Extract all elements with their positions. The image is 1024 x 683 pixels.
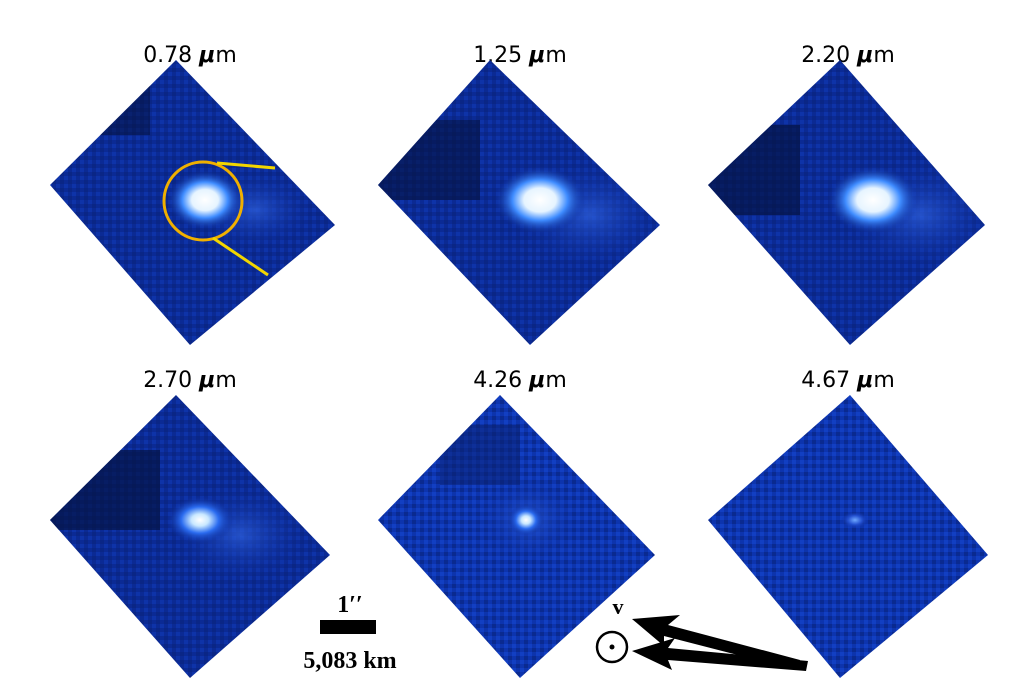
image-tile	[708, 60, 985, 345]
image-tile	[50, 395, 330, 678]
image-tile	[50, 60, 335, 345]
panel-4p26: 4.26 μm	[378, 368, 655, 678]
panel-0p78: 0.78 μm	[50, 43, 335, 345]
panel-4p67: 4.67 μm	[708, 368, 988, 678]
arrows-icon	[632, 615, 808, 671]
panel-label: 4.67 μm	[801, 368, 895, 393]
panel-label: 0.78 μm	[143, 43, 237, 68]
sun-direction-icon	[595, 630, 629, 664]
scale-bar: 1′′ 5,083 km	[303, 592, 396, 674]
panel-1p25: 1.25 μm	[378, 43, 660, 345]
scale-angle-label: 1′′	[337, 592, 363, 618]
image-tile	[378, 60, 660, 345]
zoom-callout	[162, 160, 276, 277]
panel-label: 1.25 μm	[473, 43, 567, 68]
scale-bar-rect	[320, 620, 376, 634]
scale-distance-label: 5,083 km	[303, 648, 396, 674]
velocity-label: v	[613, 594, 624, 619]
panel-label: 4.26 μm	[473, 368, 567, 393]
panel-label: 2.20 μm	[801, 43, 895, 68]
panel-2p70: 2.70 μm	[50, 368, 330, 678]
panel-label: 2.70 μm	[143, 368, 237, 393]
panel-2p20: 2.20 μm	[708, 43, 985, 345]
image-tile	[708, 395, 988, 678]
direction-indicators: v	[595, 594, 808, 671]
